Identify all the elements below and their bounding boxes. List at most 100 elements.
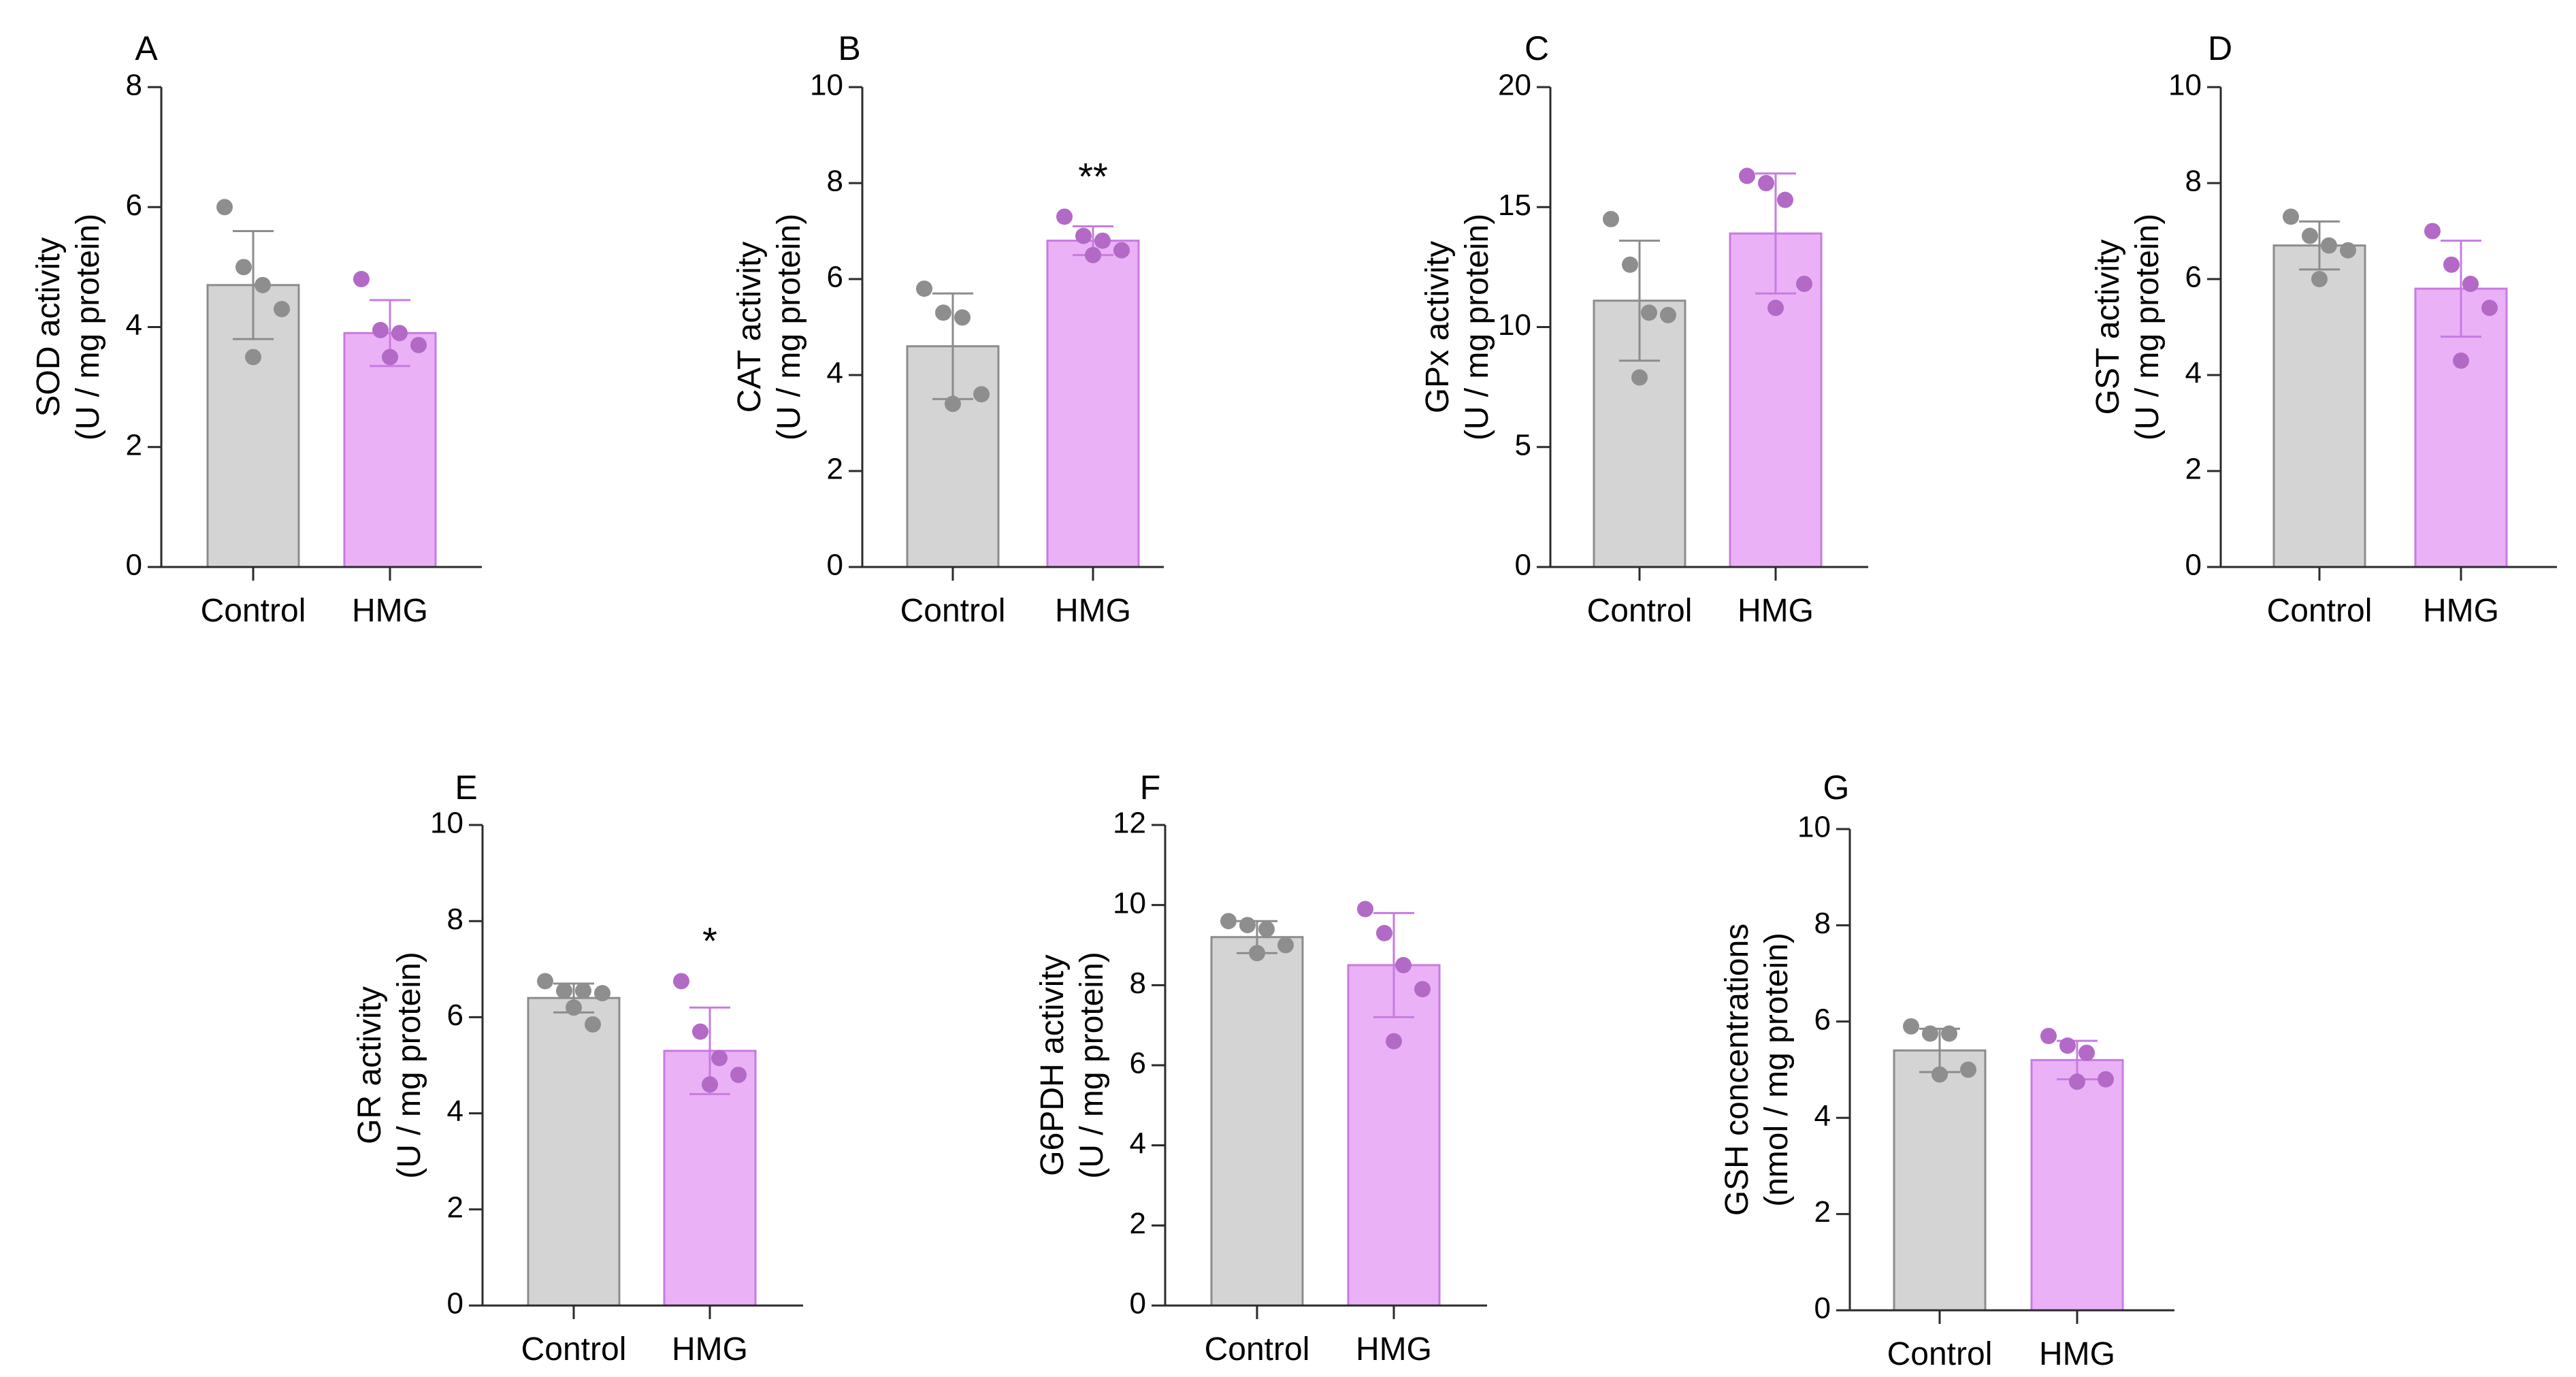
y-tick-label: 10: [1113, 886, 1146, 920]
y-axis-title-line: CAT activity: [732, 242, 768, 413]
y-axis-title-line: G6PDH activity: [1034, 954, 1071, 1176]
y-axis-title-line: (U / mg protein): [1074, 952, 1110, 1178]
y-tick-label: 6: [126, 189, 142, 222]
panel-letter: A: [135, 29, 158, 67]
x-category-label: Control: [1887, 1336, 1993, 1372]
y-axis-title: G6PDH activity (U / mg protein): [1034, 952, 1110, 1178]
y-axis-title: GR activity (U / mg protein): [352, 952, 427, 1178]
bar-control: [1210, 936, 1304, 1307]
data-point-hmg: [702, 1076, 718, 1093]
y-tick-label: 0: [447, 1287, 463, 1321]
data-point-hmg: [2098, 1071, 2114, 1088]
data-point-control: [556, 982, 572, 999]
y-tick-label: 8: [1814, 907, 1831, 940]
y-tick-label: 6: [447, 999, 463, 1032]
x-category-label: HMG: [1738, 593, 1814, 629]
data-point-control: [1249, 945, 1265, 962]
data-point-control: [255, 276, 271, 293]
significance-marker: **: [1078, 155, 1108, 197]
y-tick-label: 0: [2185, 549, 2202, 582]
data-point-hmg: [1056, 208, 1073, 225]
y-tick-label: 8: [126, 69, 142, 102]
y-axis-title: CAT activity (U / mg protein): [732, 214, 807, 440]
data-point-hmg: [1758, 175, 1774, 191]
data-point-hmg: [2424, 223, 2441, 240]
data-point-control: [1960, 1061, 1976, 1078]
y-tick-label: 10: [430, 807, 463, 840]
bar-control: [1893, 1049, 1987, 1312]
data-point-hmg: [353, 271, 370, 287]
data-point-hmg: [1739, 167, 1755, 184]
data-point-control: [575, 982, 591, 999]
x-category-label: HMG: [352, 593, 428, 629]
data-point-control: [235, 259, 252, 276]
data-point-hmg: [1094, 232, 1111, 249]
bar-control: [527, 997, 621, 1307]
y-tick-label: 10: [1498, 308, 1531, 342]
data-point-hmg: [692, 1023, 708, 1040]
panel-a: A 0 2 4 6 8 Control HMG SOD activity (U / mg prot…: [31, 29, 482, 629]
y-axis-title-line: (U / mg protein): [391, 952, 427, 1178]
y-axis-title-line: (U / mg protein): [2130, 214, 2166, 440]
y-tick-label: 4: [2185, 357, 2202, 390]
y-tick-label: 15: [1498, 189, 1531, 222]
data-point-control: [1641, 304, 1657, 321]
data-point-hmg: [1796, 276, 1812, 293]
data-point-hmg: [1357, 901, 1373, 918]
bar-hmg: [343, 331, 437, 568]
data-point-hmg: [730, 1067, 747, 1084]
y-tick-label: 10: [2168, 69, 2202, 102]
y-tick-label: 4: [447, 1095, 463, 1128]
data-point-control: [274, 301, 290, 318]
y-tick-label: 8: [827, 165, 843, 198]
data-point-control: [2340, 242, 2356, 259]
y-tick-label: 0: [827, 549, 843, 582]
panel-letter: B: [838, 29, 860, 67]
data-point-control: [1622, 256, 1638, 273]
data-point-hmg: [372, 321, 389, 338]
panel-letter: E: [455, 768, 477, 807]
data-point-hmg: [2481, 299, 2498, 317]
y-tick-label: 6: [1814, 1003, 1831, 1036]
panel-e: E * 0 2 4 6 8 10 Control HMG GR activity (U / mg pr…: [352, 768, 803, 1367]
data-point-hmg: [391, 325, 408, 342]
data-point-hmg: [1113, 242, 1130, 259]
x-category-label: Control: [2267, 593, 2373, 629]
y-tick-label: 2: [1130, 1207, 1146, 1240]
x-category-label: Control: [521, 1331, 627, 1367]
y-tick-label: 4: [126, 308, 142, 342]
data-point-control: [1631, 369, 1648, 386]
y-tick-label: 12: [1113, 807, 1146, 840]
data-point-control: [566, 999, 582, 1016]
data-point-hmg: [711, 1050, 728, 1067]
x-category-label: Control: [201, 593, 306, 629]
data-point-hmg: [2453, 352, 2469, 369]
y-tick-label: 2: [827, 453, 843, 486]
y-tick-label: 20: [1498, 69, 1531, 102]
data-point-control: [1941, 1025, 1957, 1042]
data-point-hmg: [1767, 299, 1784, 317]
data-point-control: [2311, 271, 2328, 287]
y-axis-title-line: (nmol / mg protein): [1759, 933, 1795, 1207]
data-point-hmg: [1075, 227, 1092, 244]
x-category-label: HMG: [1055, 593, 1131, 629]
y-axis-title-line: (U / mg protein): [70, 214, 106, 440]
data-point-hmg: [1376, 924, 1392, 941]
y-tick-label: 0: [1515, 549, 1531, 582]
data-point-control: [1239, 917, 1256, 934]
panel-letter: C: [1525, 29, 1549, 67]
y-tick-label: 5: [1515, 428, 1531, 461]
y-axis-title-line: GPx activity: [1420, 241, 1456, 413]
y-tick-label: 2: [1814, 1195, 1831, 1229]
bar-hmg: [2030, 1058, 2124, 1312]
data-point-control: [916, 280, 932, 297]
panel-f: F 0 2 4 6 8 10 12 Control HMG G6PDH activity (U / m…: [1034, 768, 1487, 1367]
data-point-hmg: [2040, 1028, 2057, 1045]
y-axis-title-line: GSH concentrations: [1719, 924, 1755, 1216]
y-tick-label: 2: [126, 428, 142, 461]
data-point-hmg: [410, 336, 427, 353]
data-point-hmg: [382, 349, 398, 366]
bar-control: [2272, 244, 2366, 568]
y-tick-label: 6: [2185, 261, 2202, 294]
